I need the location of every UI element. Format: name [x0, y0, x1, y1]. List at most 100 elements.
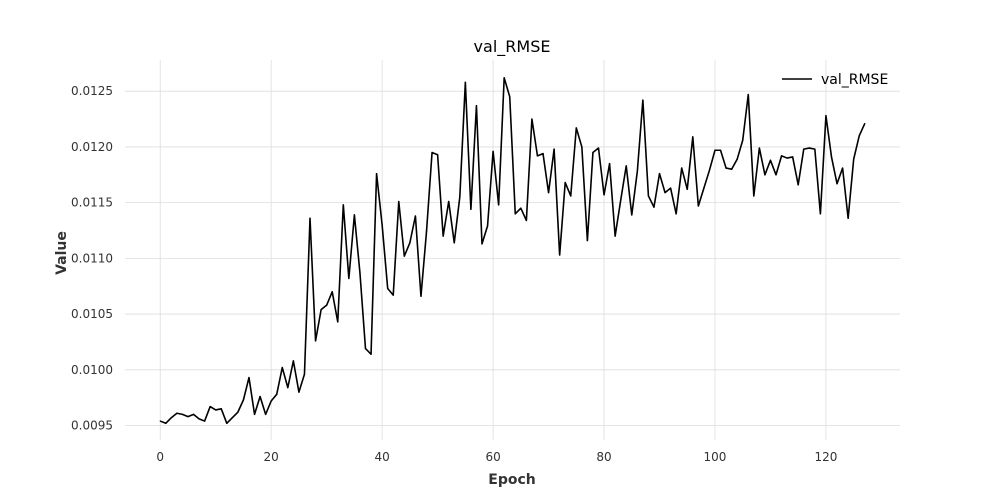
- data-point-0-69: [542, 153, 544, 155]
- x-tick-label-3: 60: [485, 450, 500, 464]
- data-point-0-88: [647, 195, 650, 197]
- data-point-0-4: [181, 413, 184, 415]
- data-point-0-121: [830, 156, 833, 158]
- series-layer: [159, 77, 866, 425]
- data-point-0-119: [819, 213, 821, 215]
- data-point-0-104: [736, 158, 738, 160]
- data-point-0-2: [170, 417, 172, 419]
- legend: val_RMSE: [782, 72, 888, 88]
- data-point-0-35: [353, 214, 355, 216]
- data-point-0-72: [559, 254, 561, 256]
- data-point-0-46: [414, 215, 417, 217]
- data-point-0-109: [764, 174, 766, 176]
- data-point-0-108: [758, 147, 760, 149]
- data-point-0-127: [864, 122, 866, 125]
- data-point-0-3: [176, 412, 178, 414]
- data-point-0-82: [614, 235, 616, 237]
- data-point-0-102: [725, 167, 727, 169]
- data-point-0-94: [681, 167, 683, 169]
- data-point-0-1: [165, 422, 167, 424]
- data-point-0-52: [448, 200, 450, 203]
- data-point-0-124: [847, 217, 849, 219]
- data-point-0-43: [398, 200, 400, 203]
- data-point-0-95: [686, 188, 688, 190]
- data-point-0-32: [337, 321, 339, 323]
- data-point-0-125: [853, 158, 855, 160]
- x-axis-label: Epoch: [488, 472, 535, 488]
- x-tick-label-4: 80: [596, 450, 611, 464]
- y-tick-label-4: 0.0115: [71, 196, 113, 210]
- data-point-0-122: [836, 183, 838, 185]
- data-point-0-63: [509, 96, 511, 98]
- data-point-0-96: [692, 136, 694, 138]
- data-point-0-56: [470, 208, 472, 210]
- y-tick-label-6: 0.0125: [71, 84, 113, 98]
- data-point-0-57: [475, 105, 478, 107]
- data-point-0-41: [387, 287, 389, 290]
- data-point-0-8: [204, 420, 206, 422]
- data-point-0-49: [431, 151, 433, 154]
- data-point-0-59: [486, 225, 489, 227]
- data-point-0-45: [409, 242, 411, 244]
- data-point-0-47: [420, 295, 422, 297]
- data-point-0-7: [198, 418, 200, 420]
- data-point-0-116: [803, 148, 805, 150]
- data-point-0-6: [192, 413, 195, 415]
- data-point-0-68: [536, 155, 539, 157]
- y-tick-label-0: 0.0095: [71, 419, 113, 433]
- data-point-0-115: [797, 184, 799, 186]
- data-point-0-14: [237, 411, 239, 413]
- x-tick-label-0: 0: [156, 450, 164, 464]
- y-axis-ticks: 0.0095 0.0100 0.0105 0.0110 0.0115 0.0120 0.01…: [71, 84, 113, 432]
- data-point-0-20: [270, 400, 272, 402]
- data-point-0-38: [370, 353, 372, 355]
- data-point-0-126: [858, 135, 860, 137]
- data-point-0-77: [586, 239, 588, 242]
- data-point-0-9: [209, 405, 211, 408]
- data-point-0-79: [597, 147, 600, 149]
- data-point-0-98: [703, 187, 705, 189]
- data-point-0-5: [187, 416, 189, 418]
- data-point-0-51: [442, 235, 444, 237]
- data-point-0-29: [320, 309, 322, 311]
- data-point-0-91: [664, 192, 666, 194]
- data-point-0-107: [753, 195, 755, 197]
- data-point-0-84: [625, 165, 627, 167]
- x-tick-label-6: 120: [814, 450, 837, 464]
- data-point-0-61: [498, 204, 500, 206]
- y-tick-label-3: 0.0110: [71, 251, 113, 265]
- data-point-0-106: [747, 93, 749, 96]
- data-point-0-111: [775, 174, 777, 176]
- data-point-0-89: [653, 206, 655, 208]
- data-point-0-78: [592, 151, 594, 154]
- data-point-0-110: [769, 159, 772, 161]
- data-point-0-15: [242, 399, 245, 401]
- data-point-0-42: [392, 294, 394, 296]
- data-point-0-36: [359, 272, 361, 274]
- data-point-0-90: [658, 173, 661, 175]
- data-point-0-64: [514, 213, 516, 215]
- data-point-0-92: [670, 187, 672, 189]
- data-point-0-83: [620, 199, 622, 202]
- data-point-0-0: [159, 420, 161, 422]
- data-point-0-87: [642, 99, 644, 101]
- data-point-0-19: [265, 413, 267, 415]
- data-point-0-60: [492, 150, 494, 152]
- series-line-0: [159, 77, 866, 425]
- x-tick-label-5: 100: [704, 450, 727, 464]
- data-point-0-50: [437, 154, 439, 156]
- y-tick-label-2: 0.0105: [71, 307, 113, 321]
- data-point-0-93: [675, 213, 677, 215]
- data-point-0-23: [287, 387, 289, 389]
- y-tick-label-5: 0.0120: [71, 140, 113, 154]
- data-point-0-118: [814, 148, 816, 150]
- data-point-0-117: [808, 147, 810, 149]
- data-point-0-31: [331, 291, 333, 293]
- data-point-0-66: [525, 219, 527, 222]
- data-point-0-40: [381, 224, 383, 226]
- data-point-0-105: [742, 139, 744, 141]
- data-point-0-101: [719, 149, 722, 151]
